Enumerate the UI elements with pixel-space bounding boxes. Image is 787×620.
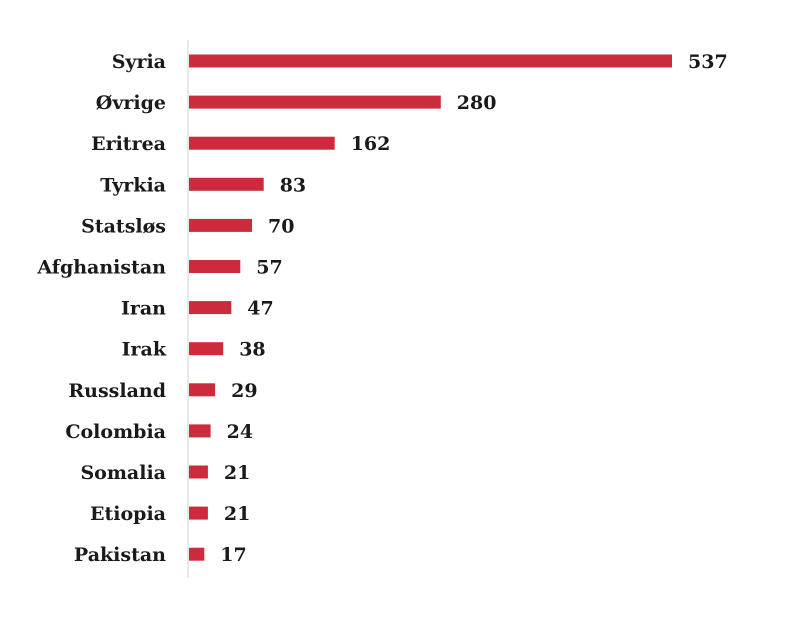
bar-8 <box>189 383 216 397</box>
bar-3 <box>189 177 264 191</box>
category-label-10: Somalia <box>80 462 166 484</box>
bar-5 <box>189 260 241 273</box>
value-label-12: 17 <box>220 544 246 566</box>
category-label-11: Etiopia <box>90 503 166 525</box>
bars-group <box>189 54 672 561</box>
bar-6 <box>189 301 232 315</box>
value-label-10: 21 <box>224 462 250 484</box>
value-label-3: 83 <box>280 174 306 196</box>
bar-12 <box>189 547 205 561</box>
category-label-3: Tyrkia <box>100 174 166 196</box>
bar-0 <box>189 54 672 68</box>
category-label-4: Statsløs <box>81 215 166 237</box>
bar-2 <box>189 136 335 150</box>
category-label-0: Syria <box>112 51 166 73</box>
category-label-6: Iran <box>121 298 166 320</box>
bar-7 <box>189 342 224 356</box>
value-label-11: 21 <box>224 503 250 525</box>
value-label-9: 24 <box>227 421 253 443</box>
bar-11 <box>189 506 208 520</box>
value-label-7: 38 <box>239 339 265 361</box>
category-label-8: Russland <box>68 380 166 402</box>
bar-9 <box>189 424 211 438</box>
value-label-6: 47 <box>247 298 273 320</box>
category-labels-group: Syria Øvrige Eritrea Tyrkia Statsløs Afghanis… <box>36 51 166 566</box>
value-label-0: 537 <box>688 51 728 73</box>
category-label-12: Pakistan <box>74 544 166 566</box>
bar-4 <box>189 218 252 232</box>
value-label-5: 57 <box>256 257 282 279</box>
category-label-1: Øvrige <box>96 92 166 114</box>
bar-1 <box>189 95 441 109</box>
value-label-1: 280 <box>457 92 497 114</box>
category-label-5: Afghanistan <box>36 257 166 279</box>
value-label-8: 29 <box>231 380 257 402</box>
category-label-2: Eritrea <box>91 133 166 155</box>
category-label-7: Irak <box>122 339 167 361</box>
category-label-9: Colombia <box>65 421 166 443</box>
bar-10 <box>189 465 208 479</box>
value-label-4: 70 <box>268 215 294 237</box>
value-label-2: 162 <box>351 133 391 155</box>
value-labels-group: 537 280 162 83 70 57 47 38 29 24 21 21 17 <box>220 51 727 566</box>
